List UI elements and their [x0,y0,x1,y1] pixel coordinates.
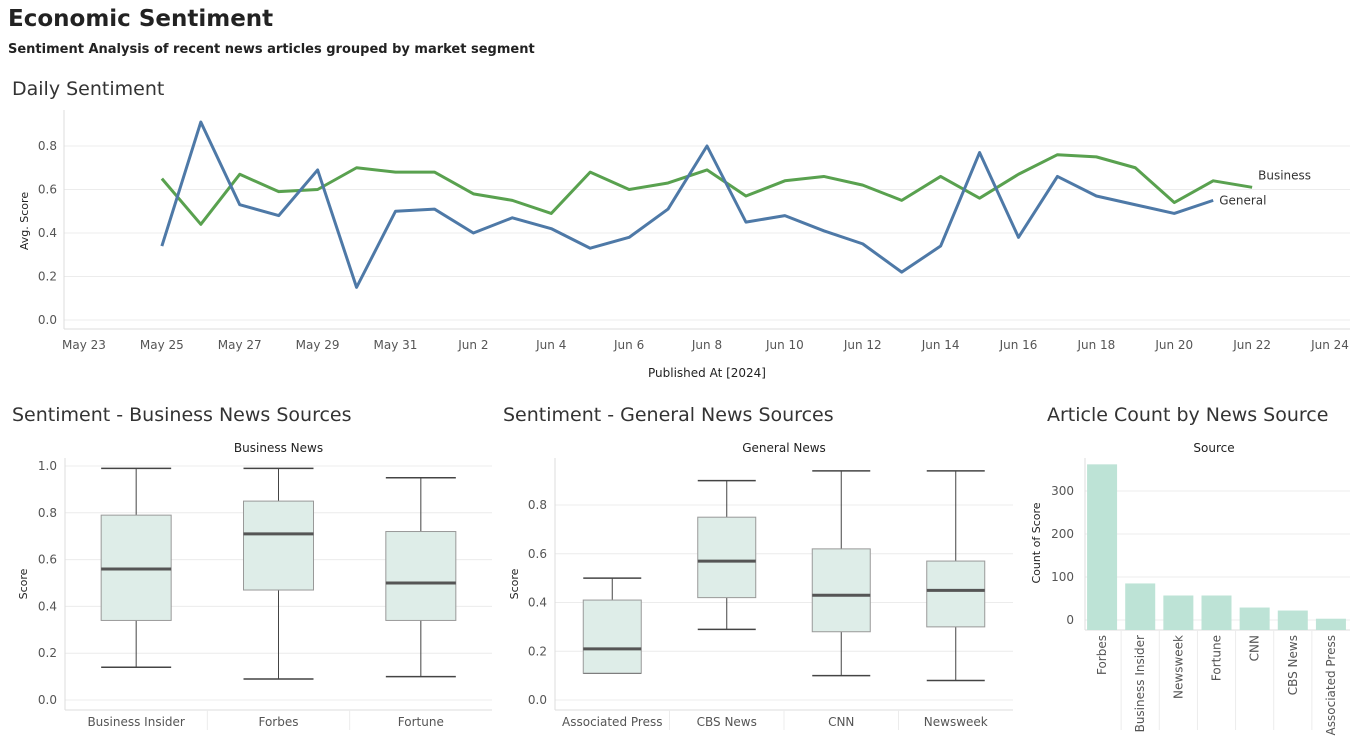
box-iqr [582,599,642,674]
bar [1087,464,1118,630]
y-axis-title: Avg. Score [18,192,31,250]
series-line-business [160,153,1253,226]
y-axis-title: Score [508,568,521,599]
box-iqr [243,500,314,591]
y-tick-label: 0.2 [38,646,57,660]
bar [1315,618,1346,630]
y-tick-label: 0.6 [528,547,547,561]
x-tick-label: Jun 24 [1310,338,1349,352]
x-tick-label: May 23 [62,338,106,352]
y-tick-label: 0 [1066,613,1074,627]
x-tick-label: Jun 4 [535,338,566,352]
category-label: Fortune [1210,635,1224,681]
bar [1125,583,1156,630]
category-label: CNN [828,715,854,729]
x-tick-label: Jun 6 [613,338,644,352]
y-tick-label: 0.8 [38,139,57,153]
x-tick-label: Jun 22 [1232,338,1271,352]
category-label: Business Insider [87,715,184,729]
panel-header: Source [1193,441,1234,455]
y-tick-label: 100 [1051,570,1074,584]
box-iqr [697,516,757,599]
panel-header: Business News [234,441,323,455]
category-label: Newsweek [1171,635,1185,699]
y-tick-label: 200 [1051,527,1074,541]
y-tick-label: 0.4 [38,599,57,613]
y-tick-label: 0.0 [38,693,57,707]
category-label: Newsweek [924,715,988,729]
category-label: Business Insider [1133,635,1147,732]
x-tick-label: Jun 12 [843,338,882,352]
series-line-general [160,120,1214,289]
x-tick-label: May 29 [296,338,340,352]
x-axis-title: Published At [2024] [648,366,766,380]
y-tick-label: 0.6 [38,183,57,197]
x-tick-label: Jun 8 [691,338,722,352]
y-axis-title: Count of Score [1030,502,1043,583]
bar [1163,595,1194,630]
panel-header: General News [742,441,826,455]
y-tick-label: 0.4 [38,226,57,240]
series-label-business: Business [1258,168,1311,182]
category-label: Associated Press [562,715,662,729]
bar [1201,595,1232,630]
x-tick-label: May 27 [218,338,262,352]
series-label-general: General [1219,193,1266,207]
bar [1239,607,1270,630]
dashboard-subtitle: Sentiment Analysis of recent news articl… [8,42,535,57]
x-tick-label: Jun 20 [1154,338,1193,352]
general-sources-title: Sentiment - General News Sources [503,404,834,426]
y-tick-label: 0.2 [528,644,547,658]
y-axis-title: Score [17,568,30,599]
category-label: CBS News [697,715,757,729]
category-label: CBS News [1286,635,1300,695]
business-sources-title: Sentiment - Business News Sources [12,404,352,426]
x-tick-label: Jun 16 [999,338,1038,352]
x-tick-label: May 31 [374,338,418,352]
y-tick-label: 0.0 [38,313,57,327]
y-tick-label: 0.2 [38,270,57,284]
y-tick-label: 0.6 [38,553,57,567]
daily-sentiment-title: Daily Sentiment [12,78,165,100]
x-tick-label: Jun 2 [457,338,488,352]
category-label: Associated Press [1324,635,1338,735]
category-label: CNN [1248,635,1262,661]
y-tick-label: 0.8 [38,506,57,520]
bar [1277,610,1308,630]
article-count-title: Article Count by News Source [1047,404,1329,426]
box-iqr [385,531,457,621]
category-label: Fortune [398,715,444,729]
y-tick-label: 0.0 [528,693,547,707]
x-tick-label: Jun 18 [1076,338,1115,352]
y-tick-label: 300 [1051,484,1074,498]
y-tick-label: 1.0 [38,459,57,473]
dashboard-title: Economic Sentiment [8,6,274,32]
x-tick-label: Jun 14 [921,338,960,352]
x-tick-label: Jun 10 [765,338,804,352]
y-tick-label: 0.4 [528,596,547,610]
x-tick-label: May 25 [140,338,184,352]
box-iqr [811,548,871,633]
y-tick-label: 0.8 [528,498,547,512]
category-label: Forbes [1095,635,1109,675]
box-iqr [926,560,986,628]
category-label: Forbes [258,715,298,729]
